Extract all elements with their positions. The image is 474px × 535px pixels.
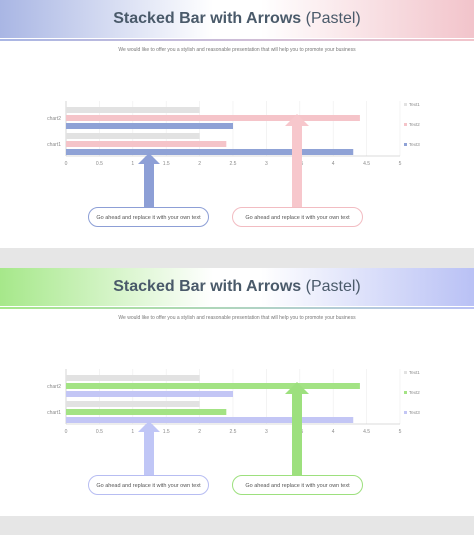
category-label: chart2: [47, 384, 61, 390]
slide-title: Stacked Bar with Arrows (Pastel): [113, 10, 361, 27]
legend-label: Text1: [409, 102, 420, 107]
bar-text1-chart2: [66, 375, 200, 381]
legend-label: Text3: [409, 410, 420, 415]
slide-subtitle: We would like to offer you a stylish and…: [118, 47, 356, 53]
legend-swatch: [404, 371, 407, 374]
x-tick-label: 3: [265, 429, 268, 435]
x-tick-label: 2.5: [230, 161, 237, 167]
x-tick-label: 0.5: [96, 429, 103, 435]
callout-right: Go ahead and replace it with your own te…: [232, 475, 363, 495]
slide-separator: [0, 248, 474, 268]
legend-label: Text3: [409, 142, 420, 147]
bar-text3-chart2: [66, 123, 233, 129]
legend-label: Text1: [409, 370, 420, 375]
bar-text1-chart1: [66, 133, 200, 139]
callout-left: Go ahead and replace it with your own te…: [88, 207, 209, 227]
legend-label: Text2: [409, 122, 420, 127]
callout-left: Go ahead and replace it with your own te…: [88, 475, 209, 495]
title-underline: [0, 307, 474, 309]
x-tick-label: 1: [131, 429, 134, 435]
slide-subtitle: We would like to offer you a stylish and…: [118, 315, 356, 321]
slide-title: Stacked Bar with Arrows (Pastel): [113, 278, 361, 295]
x-tick-label: 0: [65, 161, 68, 167]
category-label: chart1: [47, 142, 61, 148]
bar-text1-chart1: [66, 401, 200, 407]
x-tick-label: 5: [399, 161, 402, 167]
title-underline: [0, 39, 474, 41]
slide-2: Stacked Bar with Arrows (Pastel) We woul…: [0, 268, 474, 516]
bar-text2-chart2: [66, 115, 360, 121]
x-tick-label: 0: [65, 429, 68, 435]
x-tick-label: 4.5: [363, 161, 370, 167]
x-tick-label: 2: [198, 429, 201, 435]
legend-swatch: [404, 103, 407, 106]
x-tick-label: 2: [198, 161, 201, 167]
bar-text3-chart1: [66, 417, 354, 423]
bar-text3-chart2: [66, 391, 233, 397]
legend-swatch: [404, 411, 407, 414]
arrow-right: [285, 114, 309, 207]
legend-swatch: [404, 123, 407, 126]
x-tick-label: 5: [399, 429, 402, 435]
x-tick-label: 4.5: [363, 429, 370, 435]
bar-text3-chart1: [66, 149, 354, 155]
category-label: chart1: [47, 410, 61, 416]
arrow-right: [285, 382, 309, 475]
arrow-left: [138, 153, 160, 207]
bar-text2-chart1: [66, 141, 227, 147]
stacked-bar-chart: 00.511.522.533.544.55chart1chart2Text1Te…: [47, 101, 420, 207]
x-tick-label: 0.5: [96, 161, 103, 167]
callout-right: Go ahead and replace it with your own te…: [232, 207, 363, 227]
slide-footer-strip: [0, 516, 474, 535]
title-banner: [0, 268, 474, 306]
arrow-left: [138, 421, 160, 475]
x-tick-label: 1.5: [163, 161, 170, 167]
x-tick-label: 1.5: [163, 429, 170, 435]
x-tick-label: 1: [131, 161, 134, 167]
bar-text1-chart2: [66, 107, 200, 113]
x-tick-label: 2.5: [230, 429, 237, 435]
bar-text2-chart2: [66, 383, 360, 389]
category-label: chart2: [47, 116, 61, 122]
x-tick-label: 4: [332, 429, 335, 435]
legend-label: Text2: [409, 390, 420, 395]
legend-swatch: [404, 143, 407, 146]
stacked-bar-chart: 00.511.522.533.544.55chart1chart2Text1Te…: [47, 369, 420, 475]
legend-swatch: [404, 391, 407, 394]
x-tick-label: 4: [332, 161, 335, 167]
title-banner: [0, 0, 474, 38]
slide-1: Stacked Bar with Arrows (Pastel) We woul…: [0, 0, 474, 248]
x-tick-label: 3: [265, 161, 268, 167]
bar-text2-chart1: [66, 409, 227, 415]
